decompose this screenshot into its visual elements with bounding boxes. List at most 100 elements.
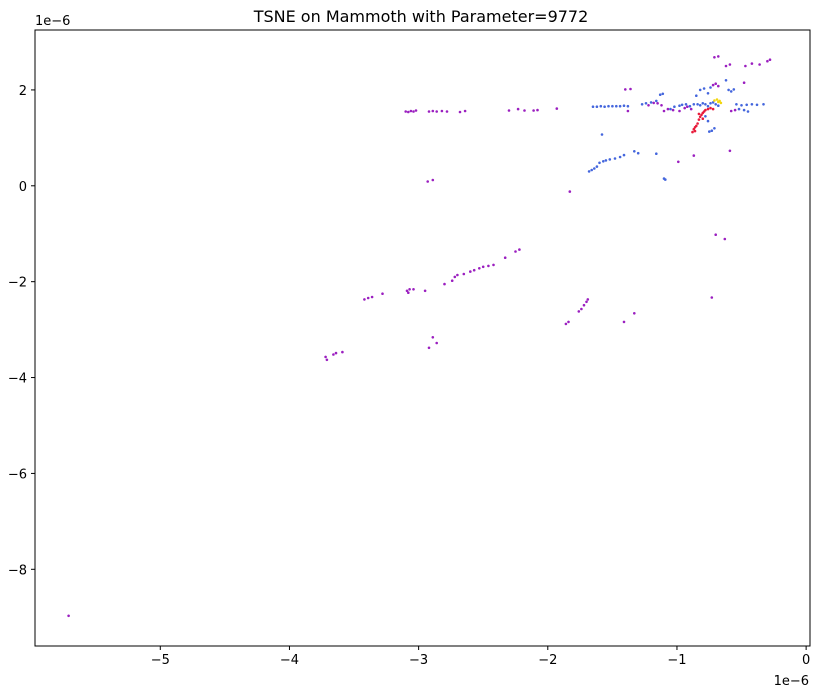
scatter-point [408,288,411,291]
scatter-point [440,109,444,113]
scatter-point [719,101,723,105]
scatter-point [445,110,449,113]
scatter-point [713,56,716,59]
x-tick-label: −3 [409,653,428,668]
scatter-point [698,104,702,107]
scatter-point [750,103,754,106]
scatter-point [711,107,715,111]
scatter-point [692,103,696,106]
scatter-point [516,107,520,111]
scatter-point [697,118,701,121]
scatter-point [456,273,459,277]
scatter-point [409,109,413,113]
scatter-point [611,104,614,108]
scatter-point [701,102,705,105]
scatter-point [472,268,476,272]
scatter-point [664,178,667,181]
scatter-point [698,115,702,119]
y-tick-label: −6 [8,467,27,482]
scatter-point [729,109,733,113]
scatter-point [709,102,712,105]
scatter-point [599,104,603,108]
scatter-point [704,115,707,118]
scatter-point [435,341,439,345]
scatter-point [696,103,699,106]
scatter-point [698,88,702,92]
scatter-point [709,86,712,89]
scatter-point [709,106,712,110]
scatter-point [633,150,636,153]
scatter-point [618,155,622,159]
scatter-point [622,320,626,324]
scatter-point [443,282,446,286]
scatter-point [613,157,617,160]
scatter-point [626,109,630,113]
y-tick-label: −2 [8,276,27,291]
scatter-point [462,272,466,276]
x-tick-label: −5 [151,653,170,668]
y-tick-label: −8 [8,563,27,578]
scatter-point [678,104,681,107]
y-tick-label: 0 [19,180,27,195]
scatter-point [507,109,511,112]
scatter-point [671,108,675,112]
scatter-point [427,346,431,350]
scatter-point [652,101,655,105]
scatter-point [591,105,595,108]
scatter-point [458,110,462,114]
scatter-point [536,108,539,112]
scatter-point [644,102,648,105]
scatter-point [660,104,663,107]
scatter-point [514,250,517,253]
scatter-point [568,190,572,193]
scatter-point [666,107,670,111]
scatter-point [710,296,714,299]
scatter-point [453,275,457,279]
scatter-point [711,101,715,104]
scatter-point [692,154,696,157]
scatter-point [735,103,738,106]
scatter-point [67,614,70,618]
scatter-point [412,110,415,113]
scatter-point [463,109,467,113]
scatter-point [555,107,559,110]
scatter-point [727,88,730,92]
scatter-point [768,58,772,61]
scatter-point [649,101,653,104]
scatter-point [595,165,599,168]
scatter-point [717,104,720,107]
scatter-point [426,180,430,183]
scatter-point [598,161,601,165]
scatter-point [706,107,710,111]
x-tick-label: −1 [667,653,686,668]
scatter-point [622,153,626,157]
plot-frame [34,29,811,647]
scatter-point [585,300,588,304]
scatter-point [762,103,765,106]
scatter-point [431,178,435,182]
scatter-point [469,270,472,273]
scatter-point [744,64,747,68]
scatter-point [618,104,622,108]
scatter-point [658,93,662,96]
scatter-point [523,109,526,112]
scatter-point [626,104,630,108]
scatter-point [647,104,650,107]
scatter-point [728,63,732,66]
points-layer [67,55,772,618]
scatter-point [729,90,733,93]
scatter-point [696,122,699,125]
scatter-point [673,105,676,108]
scatter-point [715,98,719,101]
scatter-point [586,298,590,301]
scatter-point [325,358,329,362]
scatter-point [750,62,754,65]
scatter-point [431,336,435,339]
chart-title: TSNE on Mammoth with Parameter=9772 [253,7,589,26]
scatter-point [714,82,717,85]
scatter-point [607,104,610,108]
scatter-point [590,168,593,172]
scatter-point [691,130,694,134]
scatter-point [407,110,410,114]
